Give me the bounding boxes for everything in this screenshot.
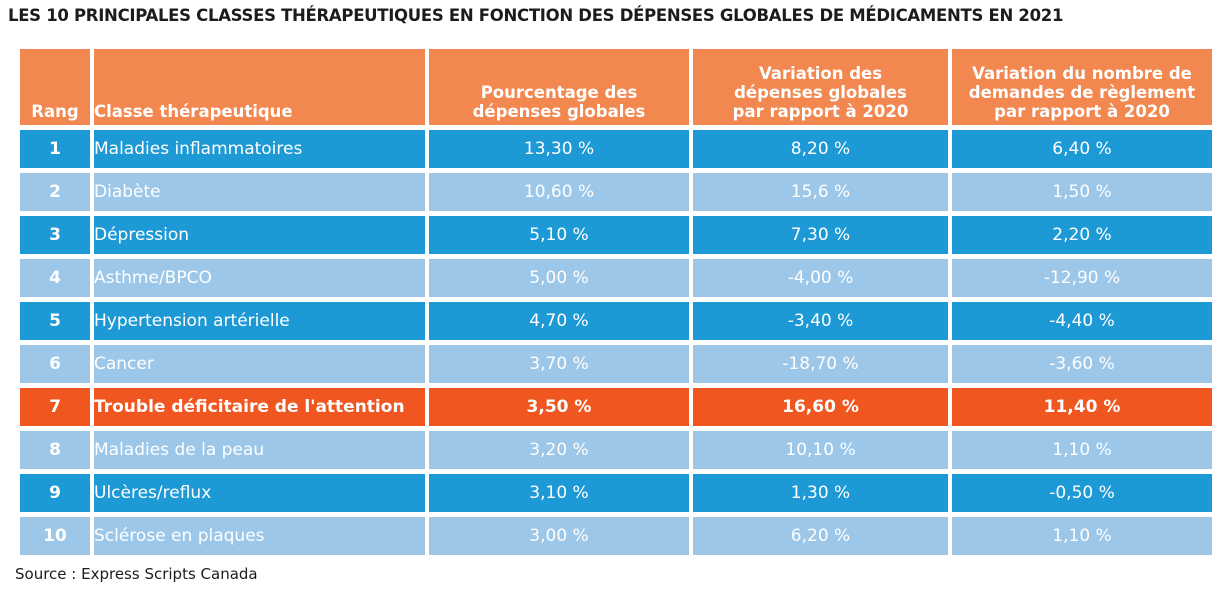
share-cell: 5,00 % <box>429 259 689 297</box>
rank-cell: 2 <box>20 173 90 211</box>
header-class-line: Classe thérapeutique <box>94 102 293 121</box>
class-cell: Ulcères/reflux <box>94 474 425 512</box>
class-cell: Cancer <box>94 345 425 383</box>
header-claims-change: Variation du nombre de demandes de règlem… <box>952 49 1212 125</box>
header-spend-change-line: dépenses globales <box>734 83 907 102</box>
class-cell: Hypertension artérielle <box>94 302 425 340</box>
table-row: 6 Cancer 3,70 % -18,70 % -3,60 % <box>20 345 1212 383</box>
header-spend-change: Variation des dépenses globales par rappor… <box>693 49 948 125</box>
claims-change-cell: 2,20 % <box>952 216 1212 254</box>
spend-change-cell: -3,40 % <box>693 302 948 340</box>
claims-change-cell: -0,50 % <box>952 474 1212 512</box>
rank-cell: 10 <box>20 517 90 555</box>
rank-cell: 8 <box>20 431 90 469</box>
table-row: 10 Sclérose en plaques 3,00 % 6,20 % 1,10 % <box>20 517 1212 555</box>
table-row: 1 Maladies inflammatoires 13,30 % 8,20 % 6,4… <box>20 130 1212 168</box>
table-row: 4 Asthme/BPCO 5,00 % -4,00 % -12,90 % <box>20 259 1212 297</box>
spend-change-cell: 10,10 % <box>693 431 948 469</box>
claims-change-cell: -3,60 % <box>952 345 1212 383</box>
table-row: 9 Ulcères/reflux 3,10 % 1,30 % -0,50 % <box>20 474 1212 512</box>
header-spend-change-line: par rapport à 2020 <box>732 102 909 121</box>
header-claims-change-line: demandes de règlement <box>968 83 1196 102</box>
data-table: Rang Classe thérapeutique Pourcentage de… <box>16 44 1216 560</box>
share-cell: 3,50 % <box>429 388 689 426</box>
spend-change-cell: -18,70 % <box>693 345 948 383</box>
claims-change-cell: 1,10 % <box>952 431 1212 469</box>
spend-change-cell: 7,30 % <box>693 216 948 254</box>
claims-change-cell: 6,40 % <box>952 130 1212 168</box>
table-body: 1 Maladies inflammatoires 13,30 % 8,20 % 6,4… <box>20 130 1212 555</box>
spend-change-cell: 16,60 % <box>693 388 948 426</box>
share-cell: 3,10 % <box>429 474 689 512</box>
spend-change-cell: 1,30 % <box>693 474 948 512</box>
header-rank-line: Rang <box>31 102 79 121</box>
rank-cell: 7 <box>20 388 90 426</box>
class-cell: Maladies de la peau <box>94 431 425 469</box>
header-claims-change-line: par rapport à 2020 <box>994 102 1170 121</box>
claims-change-cell: -4,40 % <box>952 302 1212 340</box>
class-cell: Trouble déficitaire de l'attention <box>94 388 425 426</box>
share-cell: 3,20 % <box>429 431 689 469</box>
header-claims-change-line: Variation du nombre de <box>972 64 1192 83</box>
class-cell: Diabète <box>94 173 425 211</box>
source-note: Source : Express Scripts Canada <box>15 565 258 583</box>
class-cell: Maladies inflammatoires <box>94 130 425 168</box>
rank-cell: 1 <box>20 130 90 168</box>
rank-cell: 4 <box>20 259 90 297</box>
header-share-line: dépenses globales <box>472 102 646 121</box>
header-share-line: Pourcentage des <box>480 83 638 102</box>
share-cell: 3,00 % <box>429 517 689 555</box>
table-row: 8 Maladies de la peau 3,20 % 10,10 % 1,10 % <box>20 431 1212 469</box>
claims-change-cell: 1,50 % <box>952 173 1212 211</box>
share-cell: 13,30 % <box>429 130 689 168</box>
share-cell: 3,70 % <box>429 345 689 383</box>
share-cell: 10,60 % <box>429 173 689 211</box>
spend-change-cell: -4,00 % <box>693 259 948 297</box>
rank-cell: 3 <box>20 216 90 254</box>
table-header-row: Rang Classe thérapeutique Pourcentage de… <box>20 49 1212 125</box>
claims-change-cell: 11,40 % <box>952 388 1212 426</box>
class-cell: Asthme/BPCO <box>94 259 425 297</box>
spend-change-cell: 8,20 % <box>693 130 948 168</box>
table-row: 5 Hypertension artérielle 4,70 % -3,40 % -4,… <box>20 302 1212 340</box>
header-share: Pourcentage des dépenses globales <box>429 49 689 125</box>
table-row: 2 Diabète 10,60 % 15,6 % 1,50 % <box>20 173 1212 211</box>
table-row: 3 Dépression 5,10 % 7,30 % 2,20 % <box>20 216 1212 254</box>
header-class: Classe thérapeutique <box>94 49 425 125</box>
share-cell: 5,10 % <box>429 216 689 254</box>
class-cell: Sclérose en plaques <box>94 517 425 555</box>
class-cell: Dépression <box>94 216 425 254</box>
header-spend-change-line: Variation des <box>758 64 883 83</box>
claims-change-cell: -12,90 % <box>952 259 1212 297</box>
rank-cell: 6 <box>20 345 90 383</box>
chart-title: LES 10 PRINCIPALES CLASSES THÉRAPEUTIQUE… <box>8 6 1064 25</box>
spend-change-cell: 6,20 % <box>693 517 948 555</box>
share-cell: 4,70 % <box>429 302 689 340</box>
header-rank: Rang <box>20 49 90 125</box>
rank-cell: 9 <box>20 474 90 512</box>
spend-change-cell: 15,6 % <box>693 173 948 211</box>
rank-cell: 5 <box>20 302 90 340</box>
table-row: 7 Trouble déficitaire de l'attention 3,50 … <box>20 388 1212 426</box>
claims-change-cell: 1,10 % <box>952 517 1212 555</box>
